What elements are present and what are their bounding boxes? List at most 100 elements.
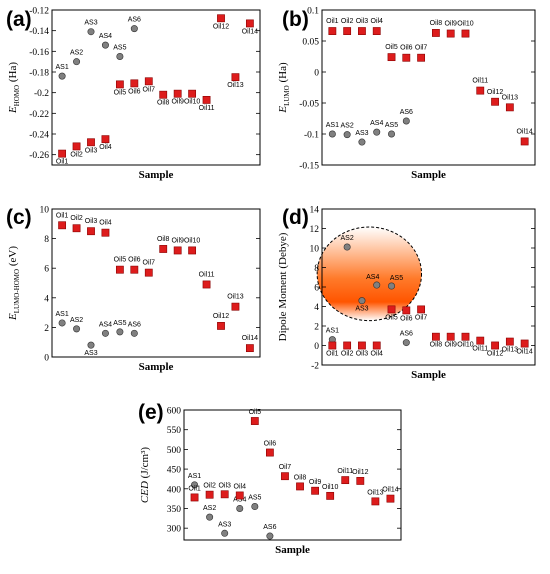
data-label-oil8: Oil8	[157, 100, 170, 107]
data-point-oil7	[417, 53, 426, 62]
data-label-oil3: Oil3	[85, 218, 98, 225]
y-tick-label: 14	[310, 206, 320, 216]
data-point-oil11	[202, 96, 211, 104]
data-point-oil12	[356, 477, 365, 485]
data-label-as3: AS3	[84, 20, 97, 27]
y-tick-label: 600	[167, 407, 182, 417]
data-point-oil2	[72, 142, 81, 151]
data-point-oil12	[491, 341, 499, 350]
data-label-oil7: Oil7	[143, 86, 156, 93]
y-tick-label: 10	[40, 206, 50, 216]
data-point-oil13	[231, 73, 240, 82]
data-label-oil5: Oil5	[114, 89, 127, 96]
data-label-as6: AS6	[263, 524, 276, 531]
data-point-oil5	[115, 80, 124, 89]
data-point-oil6	[402, 306, 411, 315]
data-label-oil3: Oil3	[356, 18, 369, 25]
data-point-oil7	[417, 305, 426, 314]
y-tick-label: 4	[314, 303, 319, 313]
data-point-oil2	[205, 490, 214, 499]
data-point-oil12	[217, 322, 225, 330]
data-label-oil13: Oil13	[367, 489, 383, 496]
x-axis-label: Sample	[411, 369, 446, 381]
panel-letter: (c)	[6, 206, 32, 229]
data-point-oil5	[115, 265, 124, 274]
data-point-as6	[130, 329, 138, 337]
data-point-oil9	[173, 89, 182, 98]
data-label-oil11: Oil11	[337, 468, 353, 475]
data-point-oil14	[520, 137, 529, 146]
data-label-as3: AS3	[218, 521, 231, 528]
x-axis-label: Sample	[411, 169, 446, 181]
y-tick-label: 0	[314, 342, 319, 352]
data-point-oil11	[202, 280, 211, 289]
y-axis-label-main: E	[7, 313, 19, 321]
data-label-as4: AS4	[233, 496, 246, 503]
data-label-oil9: Oil9	[171, 237, 184, 244]
data-label-oil12: Oil12	[487, 89, 503, 96]
data-label-oil6: Oil6	[400, 45, 413, 52]
data-point-oil10	[326, 491, 335, 500]
y-tick-label: 450	[167, 466, 182, 476]
data-label-oil2: Oil2	[70, 151, 83, 158]
data-label-as5: AS5	[113, 320, 126, 327]
data-point-oil6	[130, 265, 139, 274]
y-axis-label-sub: HOMO	[13, 85, 21, 106]
data-label-as4: AS4	[370, 120, 383, 127]
data-point-oil14	[520, 339, 529, 348]
chart-panel-1: (a) -0.26 -0.24 -0.22 -0.2 -0.18 -0.16 -0.14 -0.…	[6, 7, 261, 181]
data-label-oil12: Oil12	[487, 351, 503, 358]
data-label-oil10: Oil10	[184, 99, 200, 106]
data-label-as2: AS2	[341, 123, 354, 130]
data-label-as1: AS1	[55, 311, 68, 318]
y-axis-label-sub: LUMO-HOMO	[13, 269, 21, 313]
data-label-oil10: Oil10	[184, 237, 200, 244]
data-point-as4	[236, 504, 244, 512]
data-label-oil13: Oil13	[502, 94, 518, 101]
data-point-oil1	[58, 149, 67, 158]
data-point-oil1	[328, 341, 337, 350]
y-axis-label-unit: (Ha)	[7, 62, 19, 85]
data-point-oil8	[431, 332, 440, 341]
data-label-oil2: Oil2	[70, 215, 83, 222]
data-point-as3	[358, 138, 366, 146]
data-label-oil14: Oil14	[242, 335, 258, 342]
data-label-oil1: Oil1	[326, 18, 339, 25]
data-point-as2	[206, 513, 214, 521]
y-axis-label-unit: (Ha)	[277, 62, 289, 85]
data-point-oil10	[461, 29, 470, 38]
data-label-as2: AS2	[203, 505, 216, 512]
data-label-oil13: Oil13	[227, 82, 243, 89]
data-point-oil3	[358, 27, 366, 35]
y-axis-label-main: E	[277, 106, 289, 114]
plot-frame	[51, 9, 261, 166]
y-axis-label: Dipole Moment (Debye)	[277, 232, 289, 341]
data-label-as4: AS4	[99, 321, 112, 328]
data-point-oil13	[231, 302, 240, 311]
data-point-oil3	[220, 490, 229, 499]
data-point-as5	[251, 503, 259, 511]
data-label-oil6: Oil6	[128, 257, 141, 264]
data-label-as3: AS3	[84, 350, 97, 357]
data-point-oil4	[372, 341, 381, 350]
data-label-oil14: Oil14	[242, 28, 258, 35]
data-point-oil10	[461, 332, 470, 341]
data-label-oil2: Oil2	[203, 483, 216, 490]
y-tick-label: 8	[314, 264, 319, 274]
y-tick-label: -0.14	[29, 27, 49, 37]
data-point-as6	[266, 532, 274, 540]
panel-letter: (a)	[6, 8, 32, 31]
data-label-oil1: Oil1	[188, 485, 201, 492]
y-tick-label: -0.2	[34, 89, 49, 99]
data-label-oil14: Oil14	[382, 487, 398, 494]
data-label-oil2: Oil2	[341, 351, 354, 358]
data-label-oil5: Oil5	[385, 314, 398, 321]
data-point-as4	[373, 281, 381, 289]
data-point-as5	[116, 52, 124, 60]
data-point-oil6	[130, 79, 139, 88]
y-tick-label: -2	[311, 362, 319, 372]
y-tick-label: -0.18	[29, 69, 49, 79]
data-label-oil1: Oil1	[56, 212, 69, 219]
y-tick-label: 10	[310, 245, 320, 255]
data-point-as3	[87, 341, 95, 349]
